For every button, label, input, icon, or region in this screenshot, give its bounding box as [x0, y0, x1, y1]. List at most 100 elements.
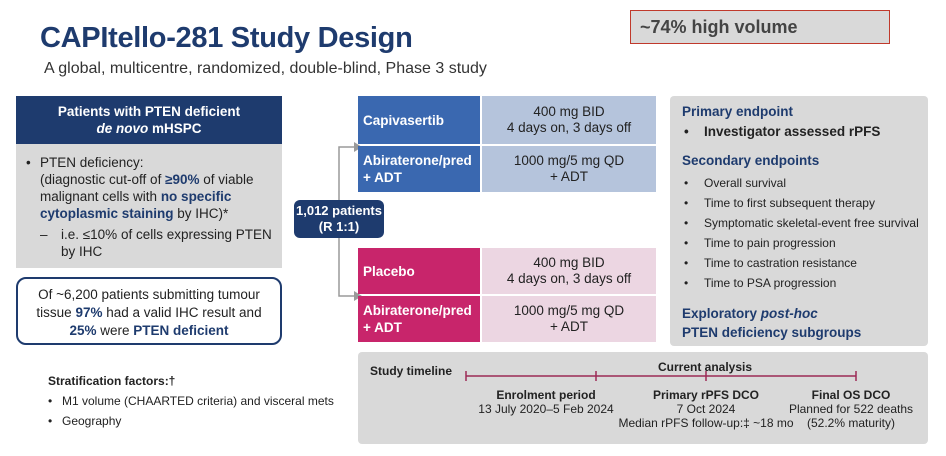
secondary-endpoint-item: Time to castration resistance — [704, 256, 857, 270]
timeline-axis — [465, 371, 857, 381]
arm-dose-abiraterone-bottom: 1000 mg/5 mg QD + ADT — [482, 296, 656, 342]
secondary-endpoint-item: Time to pain progression — [704, 236, 836, 250]
patients-header-rest: mHSPC — [148, 121, 202, 136]
exploratory-text: Exploratory — [682, 306, 761, 321]
final-dco-deaths: Planned for 522 deaths — [788, 402, 914, 416]
screening-text: tissue — [36, 305, 76, 320]
randomization-box: 1,012 patients (R 1:1) — [294, 200, 384, 238]
screening-line-1: Of ~6,200 patients submitting tumour — [38, 287, 260, 302]
bullet-dot: • — [26, 155, 31, 170]
bullet-dot: • — [684, 276, 689, 290]
dash-bullet: – — [40, 227, 48, 242]
patients-header-line2: de novo mHSPC — [16, 120, 282, 137]
arm-drug-placebo: Placebo — [358, 248, 480, 294]
randomization-count: 1,012 patients — [296, 203, 382, 218]
dose-schedule: 4 days on, 3 days off — [506, 120, 632, 135]
bullet-dot: • — [684, 196, 689, 210]
arm-drug-label: + ADT — [363, 170, 402, 185]
enrolment-title: Enrolment period — [496, 388, 596, 402]
study-timeline-panel: Study timeline Current analysis Enrolmen… — [358, 352, 928, 444]
arm-dose-capivasertib: 400 mg BID 4 days on, 3 days off — [482, 96, 656, 144]
highlight-note-text: ~74% high volume — [640, 17, 798, 37]
screening-text: were — [96, 323, 134, 338]
final-os-dco: Final OS DCO Planned for 522 deaths (52.… — [784, 388, 918, 430]
patients-header-italic: de novo — [96, 121, 149, 136]
dose-line: 1000 mg/5 mg QD — [513, 303, 625, 318]
primary-dco-title: Primary rPFS DCO — [652, 388, 760, 402]
enrolment-dates: 13 July 2020–5 Feb 2024 — [478, 402, 614, 416]
primary-rpfs-dco: Primary rPFS DCO 7 Oct 2024 Median rPFS … — [618, 388, 794, 430]
timeline-title: Study timeline — [370, 364, 453, 378]
final-dco-title: Final OS DCO — [811, 388, 891, 402]
screening-emphasis: PTEN deficient — [133, 323, 229, 338]
enrolment-period: Enrolment period 13 July 2020–5 Feb 2024 — [456, 388, 636, 416]
dose-line: 1000 mg/5 mg QD — [513, 153, 625, 168]
bullet-dot: • — [684, 216, 689, 230]
page-subtitle: A global, multicentre, randomized, doubl… — [44, 60, 487, 77]
bullet-dot: • — [684, 176, 689, 190]
criteria-threshold: ≥90% — [165, 172, 200, 187]
arm-drug-label: Capivasertib — [363, 112, 445, 128]
criteria-sub-line-2: by IHC — [61, 244, 103, 259]
exploratory-title: Exploratory post-hoc — [682, 306, 818, 321]
secondary-endpoints-title: Secondary endpoints — [682, 153, 820, 168]
secondary-endpoint-item: Overall survival — [704, 176, 787, 190]
bullet-dot: • — [48, 414, 53, 428]
criteria-text: of viable — [199, 172, 254, 187]
dose-line: + ADT — [550, 319, 588, 334]
exploratory-italic: post-hoc — [760, 306, 818, 321]
bullet-dot: • — [48, 394, 53, 408]
primary-dco-date: 7 Oct 2024 — [676, 402, 736, 416]
final-dco-maturity: (52.2% maturity) — [806, 416, 896, 430]
arm-drug-capivasertib: Capivasertib — [358, 96, 480, 144]
dose-line: 400 mg BID — [533, 255, 605, 270]
highlight-note-box — [630, 10, 890, 44]
arm-drug-label: + ADT — [363, 320, 402, 335]
criteria-text: by IHC)* — [173, 206, 229, 221]
screening-percent: 97% — [75, 305, 103, 320]
bullet-dot: • — [684, 236, 689, 250]
bullet-dot: • — [684, 256, 689, 270]
criteria-line-2: (diagnostic cut-off of ≥90% of viable — [40, 171, 254, 188]
criteria-text: malignant cells with — [40, 189, 161, 204]
screening-percent: 25% — [69, 323, 97, 338]
page-title: CAPItello-281 Study Design — [40, 22, 413, 54]
criteria-line-4: cytoplasmic staining by IHC)* — [40, 205, 228, 222]
criteria-emphasis: no specific — [160, 189, 232, 204]
dose-schedule: 4 days on, 3 days off — [506, 271, 632, 286]
dose-line: + ADT — [550, 169, 588, 184]
criteria-line-1: PTEN deficiency: — [40, 155, 144, 170]
endpoints-panel: Primary endpoint • Investigator assessed… — [670, 96, 928, 346]
current-analysis-label: Current analysis — [658, 360, 753, 374]
arm-drug-abiraterone-bottom: Abiraterone/pred + ADT — [358, 296, 480, 342]
arm-drug-label: Placebo — [363, 263, 415, 279]
secondary-endpoint-item: Time to PSA progression — [704, 276, 837, 290]
arm-drug-label: Abiraterone/pred — [363, 153, 472, 168]
primary-endpoint-item: Investigator assessed rPFS — [704, 124, 881, 139]
arm-dose-abiraterone-top: 1000 mg/5 mg QD + ADT — [482, 146, 656, 192]
stratification-item-2: Geography — [62, 414, 122, 428]
criteria-text: (diagnostic cut-off of — [40, 172, 166, 187]
stratification-title: Stratification factors:† — [48, 374, 176, 388]
screening-line-3: 25% were PTEN deficient — [18, 322, 280, 340]
screening-text: had a valid IHC result and — [102, 305, 262, 320]
patients-header-line1: Patients with PTEN deficient — [57, 104, 241, 119]
screening-summary-box: Of ~6,200 patients submitting tumour tis… — [16, 277, 282, 345]
criteria-emphasis: cytoplasmic staining — [40, 206, 174, 221]
screening-line-2: tissue 97% had a valid IHC result and — [18, 304, 280, 322]
stratification-item-1: M1 volume (CHAARTED criteria) and viscer… — [62, 394, 334, 408]
secondary-endpoint-item: Time to first subsequent therapy — [704, 196, 875, 210]
arm-drug-label: Abiraterone/pred — [363, 303, 472, 318]
primary-dco-followup: Median rPFS follow-up:‡ ~18 mo — [618, 416, 794, 430]
criteria-line-3: malignant cells with no specific — [40, 188, 231, 205]
primary-endpoint-title: Primary endpoint — [682, 104, 794, 119]
arm-dose-placebo: 400 mg BID 4 days on, 3 days off — [482, 248, 656, 294]
patients-header: Patients with PTEN deficient de novo mHS… — [16, 96, 282, 144]
criteria-sub-line-1: i.e. ≤10% of cells expressing PTEN — [61, 227, 272, 242]
secondary-endpoint-item: Symptomatic skeletal-event free survival — [704, 216, 919, 230]
arm-drug-abiraterone-top: Abiraterone/pred + ADT — [358, 146, 480, 192]
randomization-ratio: (R 1:1) — [318, 219, 360, 234]
patients-criteria-panel: • PTEN deficiency: (diagnostic cut-off o… — [16, 144, 282, 268]
exploratory-subgroups: PTEN deficiency subgroups — [682, 325, 862, 340]
